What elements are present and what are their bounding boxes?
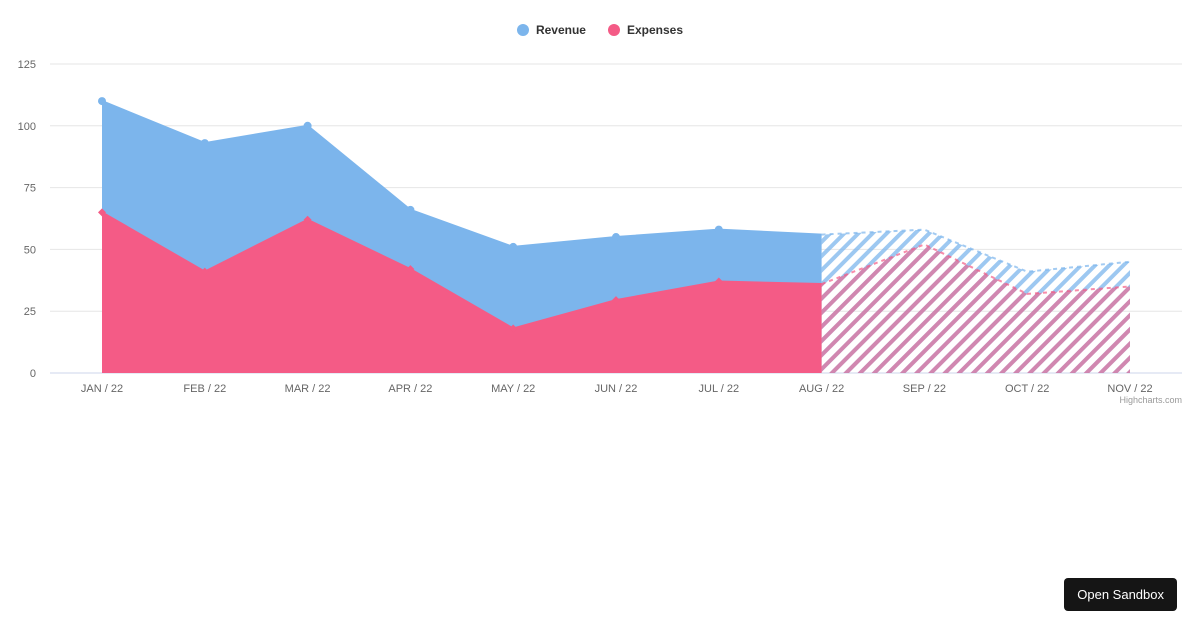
x-tick-label: FEB / 22 [183, 383, 226, 395]
revenue-line [101, 100, 822, 248]
legend-item-revenue[interactable]: Revenue [516, 23, 586, 37]
expenses-point[interactable] [714, 277, 723, 286]
expenses-point[interactable] [612, 296, 620, 305]
legend-item-expenses[interactable]: Expenses [607, 23, 684, 37]
legend: Revenue Expenses [0, 23, 1200, 37]
revenue-point[interactable] [612, 233, 620, 242]
open-sandbox-button[interactable]: Open Sandbox [1064, 578, 1177, 611]
y-tick-label: 25 [24, 306, 36, 318]
legend-label: Revenue [535, 23, 586, 37]
x-tick-label: MAR / 22 [285, 383, 331, 395]
revenue-point[interactable] [714, 225, 723, 234]
x-tick-label: JAN / 22 [81, 383, 123, 395]
y-tick-label: 75 [24, 183, 36, 195]
revenue-forecast-line [821, 228, 1131, 273]
revenue-point[interactable] [303, 121, 312, 130]
expenses-point[interactable] [200, 267, 209, 276]
revenue-point[interactable] [406, 205, 415, 214]
x-tick-label: JUL / 22 [699, 383, 740, 395]
y-tick-label: 100 [18, 121, 36, 133]
expenses-point[interactable] [303, 215, 312, 224]
x-tick-label: JUN / 22 [595, 383, 638, 395]
x-tick-label: OCT / 22 [1005, 383, 1049, 395]
expenses-marker-icon [607, 24, 620, 36]
expenses-forecast-line [821, 243, 1131, 295]
revenue-marker-icon [516, 24, 529, 36]
x-tick-label: NOV / 22 [1107, 383, 1152, 395]
expenses-point[interactable] [98, 208, 106, 217]
revenue-point[interactable] [509, 242, 518, 251]
expenses-forecast-area [821, 244, 1130, 373]
legend-label: Expenses [626, 23, 684, 37]
y-tick-label: 0 [30, 368, 36, 380]
revenue-point[interactable] [200, 139, 209, 148]
y-tick-label: 125 [18, 59, 36, 71]
x-tick-label: MAY / 22 [491, 383, 535, 395]
x-tick-label: APR / 22 [388, 383, 432, 395]
revenue-point[interactable] [98, 97, 106, 106]
expenses-point[interactable] [509, 324, 518, 333]
credits[interactable]: Highcharts.com [1119, 395, 1182, 405]
expenses-area [102, 212, 822, 373]
y-tick-label: 50 [24, 244, 36, 256]
expenses-line [101, 211, 822, 330]
expenses-point[interactable] [406, 265, 415, 274]
x-tick-label: AUG / 22 [799, 383, 844, 395]
x-tick-label: SEP / 22 [903, 383, 946, 395]
